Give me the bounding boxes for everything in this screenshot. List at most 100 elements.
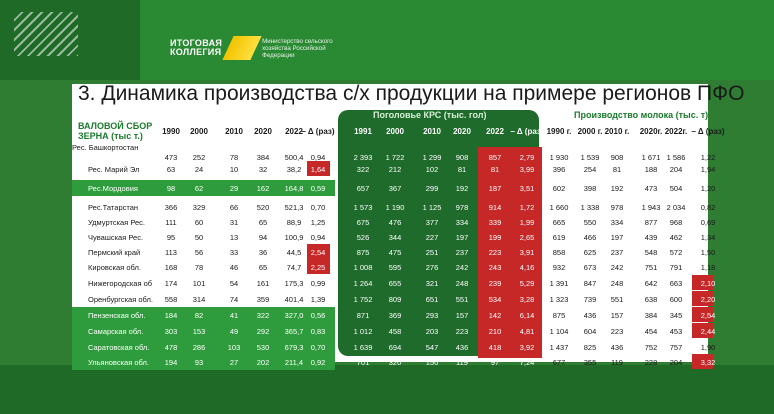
region-name: Пензенская обл. (88, 311, 146, 320)
krs-cell: 4,16 (519, 263, 535, 272)
krs-cell: 5,29 (519, 279, 535, 288)
krs-cell: 458 (388, 327, 402, 336)
krs-cell: 1 125 (422, 203, 442, 212)
milk-cell: 978 (610, 203, 624, 212)
grain-cell: 24 (194, 165, 204, 174)
krs-cell: 2,79 (519, 153, 535, 162)
grain-cell: 94 (258, 233, 268, 242)
grain-cell: 0,56 (310, 311, 326, 320)
milk-red-cell (692, 354, 713, 369)
grain-cell: 0,94 (310, 153, 326, 162)
milk-cell: 877 (644, 218, 658, 227)
grain-cell: 384 (256, 153, 270, 162)
grain-red-cell (307, 259, 330, 274)
krs-cell: 1,99 (519, 218, 535, 227)
grain-cell: 100,9 (284, 233, 304, 242)
milk-red-cell (692, 307, 713, 322)
milk-cell: 345 (669, 311, 683, 320)
grain-cell: 164,8 (284, 184, 304, 193)
grain-cell: 327,0 (284, 311, 304, 320)
milk-cell: 665 (552, 218, 566, 227)
grain-cell: 2,54 (310, 248, 326, 257)
milk-header-4: 2022г. (664, 127, 688, 136)
grain-cell: 153 (192, 327, 206, 336)
krs-cell: 1 190 (385, 203, 405, 212)
krs-cell: 1 299 (422, 153, 442, 162)
krs-cell: 2,65 (519, 233, 535, 242)
milk-cell: 604 (583, 327, 597, 336)
milk-cell: 466 (583, 233, 597, 242)
milk-cell: 1 660 (549, 203, 569, 212)
ministry-name: Министерство сельского хозяйства Российс… (262, 37, 333, 59)
footer-band (0, 365, 774, 414)
krs-header-1: 2000 (386, 127, 404, 136)
grain-cell: 74,7 (286, 263, 302, 272)
milk-cell: 462 (669, 233, 683, 242)
krs-cell: 655 (388, 279, 402, 288)
grain-cell: 60 (194, 218, 204, 227)
milk-cell: 1 104 (549, 327, 569, 336)
milk-cell: 2,20 (700, 295, 716, 304)
milk-cell: 858 (552, 248, 566, 257)
krs-cell: 908 (455, 153, 469, 162)
grain-cell: 49 (229, 327, 239, 336)
krs-cell: 914 (488, 203, 502, 212)
krs-cell: 657 (356, 184, 370, 193)
grain-cell: 56 (194, 248, 204, 257)
milk-cell: 2,54 (700, 311, 716, 320)
grain-header-0: 1990 (162, 127, 180, 136)
hatch-decoration (14, 12, 78, 56)
grain-cell: 78 (194, 263, 204, 272)
grain-cell: 74 (229, 295, 239, 304)
krs-cell: 321 (425, 279, 439, 288)
milk-cell: 663 (669, 279, 683, 288)
krs-cell: 3,28 (519, 295, 535, 304)
krs-cell: 547 (425, 343, 439, 352)
grain-cell: 478 (164, 343, 178, 352)
milk-cell: 439 (644, 233, 658, 242)
grain-cell: 286 (192, 343, 206, 352)
milk-cell: 1 391 (549, 279, 569, 288)
grain-cell: 202 (256, 358, 270, 367)
krs-cell: 142 (488, 311, 502, 320)
krs-cell: 237 (455, 248, 469, 257)
milk-cell: 825 (583, 343, 597, 352)
milk-cell: 739 (583, 295, 597, 304)
milk-cell: 791 (669, 263, 683, 272)
milk-cell: 619 (552, 233, 566, 242)
krs-cell: 6,14 (519, 311, 535, 320)
milk-cell: 223 (610, 327, 624, 336)
krs-cell: 475 (388, 248, 402, 257)
krs-cell: 192 (455, 184, 469, 193)
region-name: Ульяновская обл. (88, 358, 149, 367)
krs-cell: 476 (388, 218, 402, 227)
grain-cell: 88,9 (286, 218, 302, 227)
krs-cell: 367 (388, 184, 402, 193)
grain-cell: 65 (258, 263, 268, 272)
milk-cell: 2 034 (666, 203, 686, 212)
krs-cell: 595 (388, 263, 402, 272)
krs-cell: 4,81 (519, 327, 535, 336)
milk-cell: 1,22 (700, 153, 716, 162)
milk-cell: 396 (552, 165, 566, 174)
milk-cell: 157 (610, 311, 624, 320)
milk-cell: 875 (552, 311, 566, 320)
grain-cell: 38,2 (286, 165, 302, 174)
milk-cell: 473 (644, 184, 658, 193)
milk-red-cell (692, 275, 713, 290)
krs-cell: 3,91 (519, 248, 535, 257)
milk-cell: 334 (610, 218, 624, 227)
grain-cell: 500,4 (284, 153, 304, 162)
milk-cell: 204 (669, 165, 683, 174)
krs-cell: 2 393 (353, 153, 373, 162)
milk-cell: 642 (644, 279, 658, 288)
grain-cell: 168 (164, 263, 178, 272)
krs-cell: 1 639 (353, 343, 373, 352)
grain-cell: 365,7 (284, 327, 304, 336)
grain-cell: 2,25 (310, 263, 326, 272)
krs-cell: 551 (455, 295, 469, 304)
milk-cell: 119 (611, 358, 623, 367)
milk-cell: 602 (552, 184, 566, 193)
grain-cell: 82 (194, 311, 204, 320)
krs-cell: 293 (425, 311, 439, 320)
